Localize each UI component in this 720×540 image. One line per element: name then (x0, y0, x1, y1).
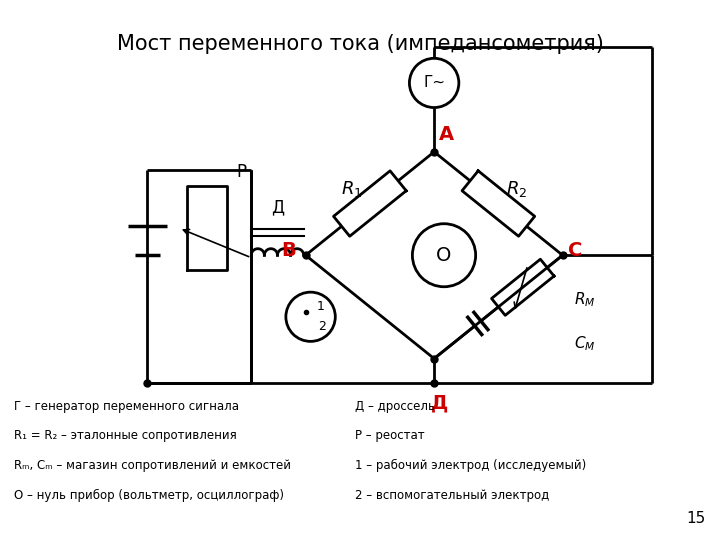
Text: Р – реостат: Р – реостат (355, 429, 425, 442)
Text: 15: 15 (687, 511, 706, 526)
Text: О: О (436, 246, 451, 265)
Text: С: С (567, 241, 582, 260)
Text: 2: 2 (318, 320, 326, 333)
Text: $C_M$: $C_M$ (575, 334, 596, 353)
Text: Р: Р (236, 164, 246, 181)
Text: Г – генератор переменного сигнала: Г – генератор переменного сигнала (14, 400, 239, 413)
Text: О – нуль прибор (вольтметр, осциллограф): О – нуль прибор (вольтметр, осциллограф) (14, 489, 284, 502)
Text: Мост переменного тока (импедансометрия): Мост переменного тока (импедансометрия) (117, 33, 603, 53)
Text: $R_2$: $R_2$ (505, 179, 527, 199)
Text: Д: Д (271, 199, 284, 217)
Text: $R_M$: $R_M$ (575, 290, 596, 309)
Text: 2 – вспомогательный электрод: 2 – вспомогательный электрод (355, 489, 549, 502)
Text: Д: Д (431, 393, 448, 412)
Text: Г~: Г~ (423, 76, 445, 90)
Text: 1 – рабочий электрод (исследуемый): 1 – рабочий электрод (исследуемый) (355, 459, 586, 472)
Text: А: А (439, 125, 454, 144)
Text: Rₘ, Cₘ – магазин сопротивлений и емкостей: Rₘ, Cₘ – магазин сопротивлений и емкосте… (14, 459, 291, 472)
Text: Д – дроссель: Д – дроссель (355, 400, 435, 413)
Text: В: В (281, 241, 296, 260)
Text: $R_1$: $R_1$ (341, 179, 363, 199)
Text: 1: 1 (317, 300, 325, 313)
Text: R₁ = R₂ – эталонные сопротивления: R₁ = R₂ – эталонные сопротивления (14, 429, 237, 442)
